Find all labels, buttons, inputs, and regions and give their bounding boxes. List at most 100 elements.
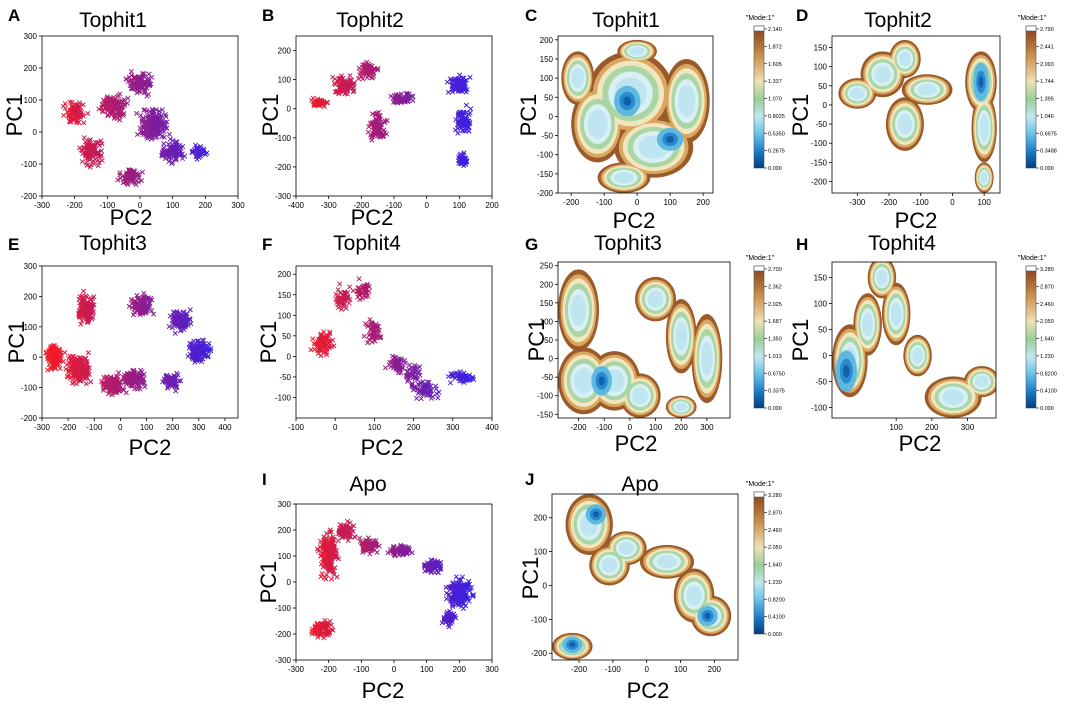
x-tick-label: 100 [140,423,154,432]
scatter-point [100,108,106,114]
scatter-point [66,372,72,378]
colorbar-tick-label: 0.5350 [768,131,785,137]
scatter-point [58,352,64,358]
scatter-point [194,156,200,162]
scatter-point [138,79,144,85]
scatter-point [57,365,63,371]
scatter-point [443,596,450,602]
scatter-point [135,84,141,90]
scatter-point [62,101,68,107]
plot-area [558,269,723,418]
scatter-point [394,95,400,102]
scatter-point [343,305,349,311]
y-tick-label: 100 [814,300,828,309]
scatter-point [166,383,172,389]
scatter-point [327,330,333,337]
scatter-point [201,148,207,154]
colorbar-tick-label: 2.050 [1040,319,1054,325]
scatter-point [189,150,195,156]
y-tick-label: 100 [24,323,38,332]
scatter-point [198,359,205,365]
scatter-point [142,295,148,301]
scatter-point [428,388,434,394]
x-tick-label: 200 [925,423,939,432]
scatter-point [330,567,336,574]
scatter-point [343,87,349,93]
scatter-point [76,100,83,106]
scatter-point [428,565,434,571]
scatter-point [81,363,87,369]
scatter-point [375,334,381,340]
scatter-point [56,361,62,367]
scatter-point [115,177,121,183]
scatter-point [129,86,135,92]
scatter-point [115,384,121,390]
scatter-point [392,358,398,364]
x-tick-label: -100 [596,423,613,432]
scatter-point [381,127,387,133]
colorbar-tick-label: 2.460 [1040,302,1054,308]
scatter-point [142,90,148,96]
scatter-point [388,547,394,553]
scatter-point [409,550,415,556]
scatter-point [144,108,150,114]
x-tick-label: 400 [485,423,499,432]
scatter-point [359,284,365,291]
scatter-point [466,128,472,134]
scatter-point [456,158,462,164]
scatter-point [176,142,183,149]
scatter-point [380,133,387,139]
x-axis-label: PC2 [351,205,394,230]
scatter-point [138,178,144,184]
energy-region [675,402,688,412]
scatter-point [443,615,449,621]
x-tick-label: 0 [628,423,633,432]
energy-well [704,612,711,620]
scatter-point [446,584,452,590]
scatter-point [166,131,173,137]
scatter-point [328,344,334,350]
scatter-point [135,379,141,385]
scatter-point [130,85,136,92]
scatter-point [448,617,454,623]
scatter-point [315,548,322,554]
energy-well [592,511,600,518]
scatter-point [81,313,87,319]
y-axis-label: PC1 [524,319,549,362]
y-axis-label: PC1 [518,557,543,600]
scatter-point [97,142,103,149]
scatter-point [108,376,114,382]
scatter-point [337,281,343,287]
scatter-point [453,117,459,123]
scatter-point [460,378,466,384]
scatter-point [99,157,105,164]
scatter-point [330,627,336,633]
scatter-point [318,561,324,567]
scatter-point [206,348,212,355]
scatter-point [68,116,74,122]
scatter-point [335,301,341,308]
colorbar-tick-label: 1.872 [768,44,782,50]
y-tick-label: 100 [278,311,292,320]
panel-i: I Apo -300 -200 -100 0 100 200 300 -300 -200 -100 0 1… [256,470,499,703]
scatter-point [106,388,112,394]
scatter-point [342,298,348,304]
y-tick-label: 200 [278,270,292,279]
x-tick-label: 100 [453,201,467,210]
scatter-point [322,575,328,581]
y-tick-label: 300 [278,500,292,509]
scatter-point [373,126,379,132]
scatter-point [435,569,441,575]
scatter-point [329,547,335,553]
scatter-point [161,141,167,147]
scatter-point [309,628,315,635]
scatter-point [323,347,329,353]
scatter-point [73,118,79,124]
scatter-point [169,375,175,381]
scatter-point [68,355,74,361]
chart-title: Tophit4 [333,232,401,255]
colorbar-tick-label: 1.395 [1040,97,1054,103]
y-tick-label: 200 [540,280,554,289]
y-tick-label: 50 [544,336,553,345]
scatter-point [332,565,338,571]
